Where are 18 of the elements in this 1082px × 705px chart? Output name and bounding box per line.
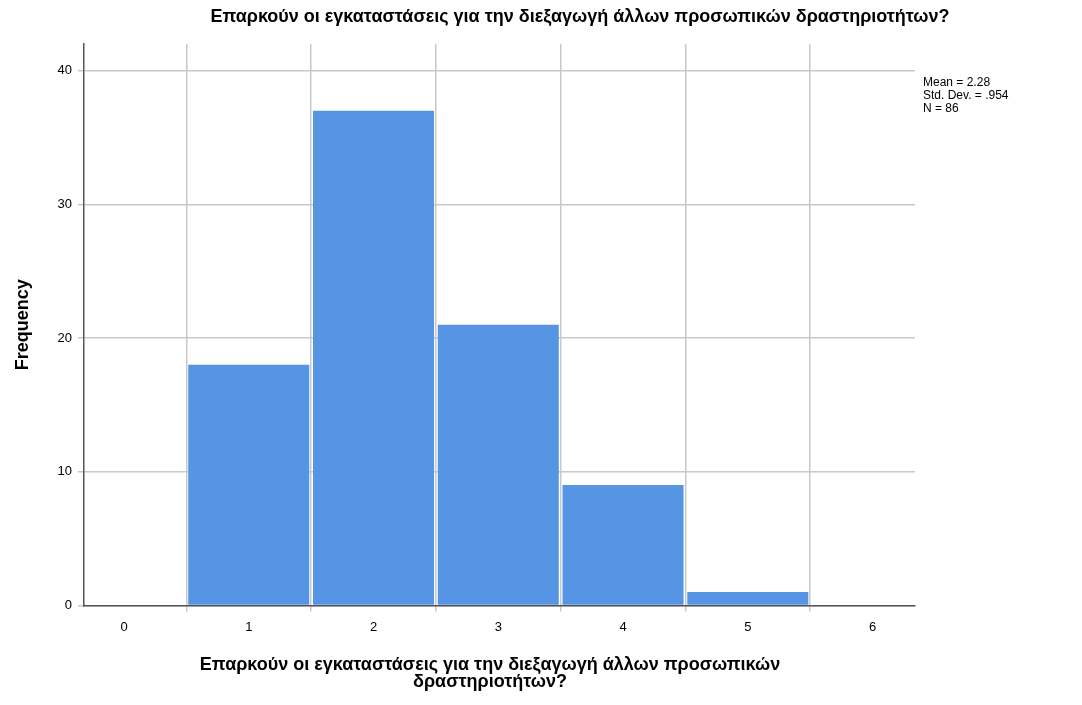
x-tick-label: 6	[868, 618, 877, 634]
text: N = 86	[923, 101, 960, 115]
text: Std. Dev. = .954	[923, 88, 1009, 102]
y-tick-label: 30	[57, 195, 73, 211]
chart-title: Επαρκούν οι εγκαταστάσεις για την διεξαγωγή άλλων προσωπικών δραστηριοτήτων?	[209, 6, 951, 27]
x-tick-label: 1	[245, 618, 253, 634]
x-tick-label: 0	[120, 618, 128, 634]
y-axis-title: Frequency	[11, 279, 32, 371]
y-tick-label: 20	[57, 329, 73, 345]
text: Mean = 2.28	[923, 75, 992, 89]
x-tick-label: 2	[369, 618, 378, 634]
x-tick-label: 4	[619, 618, 627, 634]
x-axis-title: Επαρκούν οι εγκαταστάσεις για την διεξαγωγή άλλων προσωπικών δραστηριοτήτων?	[198, 654, 782, 691]
y-tick-label: 40	[57, 62, 73, 78]
x-tick-label: 5	[744, 618, 752, 634]
y-tick-label: 10	[57, 463, 73, 479]
x-tick-label: 3	[494, 618, 502, 634]
y-tick-label: 0	[64, 596, 73, 612]
